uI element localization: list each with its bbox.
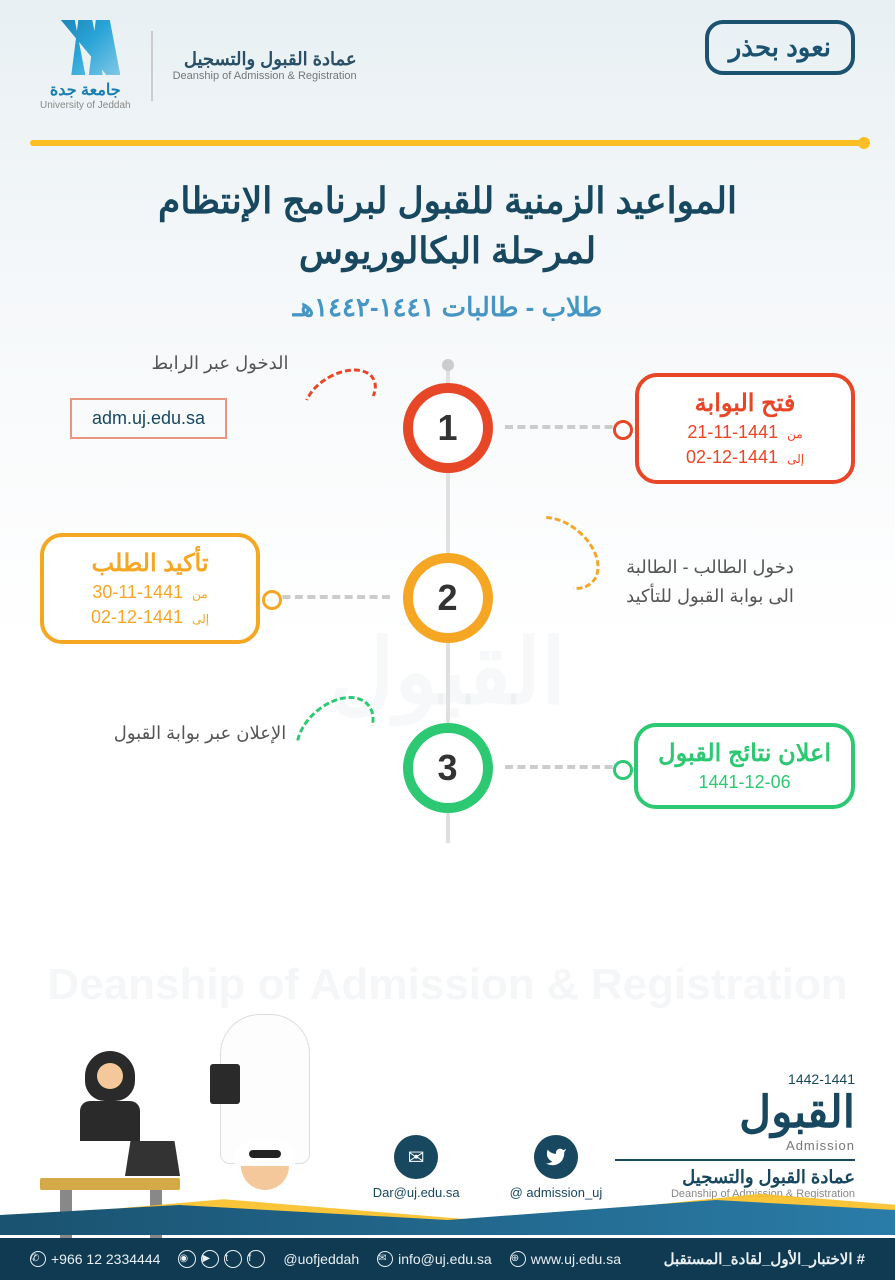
instagram-icon: ◉ [178,1250,196,1268]
footer-left: ✆ +966 12 2334444 ◉ ▶ t f @uofjeddah ✉ inf… [30,1250,621,1268]
caution-badge: نعود بحذر [705,20,855,75]
deanship-ar: عمادة القبول والتسجيل [173,49,357,70]
phone-icon: ✆ [30,1251,46,1267]
contact-icons: ✉ Dar@uj.edu.sa @ admission_uj [373,1135,603,1200]
box2-from: من 1441-11-30 [64,582,236,603]
connector-1 [505,425,625,429]
title-sub: طلاب - طالبات ١٤٤١-١٤٤٢هـ [40,292,855,323]
url-box[interactable]: adm.uj.edu.sa [70,398,227,439]
box2-title: تأكيد الطلب [64,549,236,578]
footer-email[interactable]: ✉ info@uj.edu.sa [377,1251,492,1267]
admission-year: 1442-1441 [615,1071,855,1087]
footer: ✆ +966 12 2334444 ◉ ▶ t f @uofjeddah ✉ inf… [0,1238,895,1280]
connector-3 [505,765,625,769]
box3-date: 1441-12-06 [658,772,831,793]
box1-to: إلى 1441-12-02 [659,447,831,468]
admission-en: Admission [615,1138,855,1153]
title-line2: لمرحلة البكالوريوس [40,226,855,276]
box2-to-lbl: إلى [192,612,209,626]
info-box-2: تأكيد الطلب من 1441-11-30 إلى 1441-12-02 [40,533,260,644]
step-3-circle: 3 [403,723,493,813]
info-box-1: فتح البوابة من 1441-11-21 إلى 1441-12-02 [635,373,855,484]
globe-icon: ⊕ [510,1251,526,1267]
admission-logo: 1442-1441 القبول Admission عمادة القبول … [615,1071,855,1200]
deanship-block: عمادة القبول والتسجيل Deanship of Admiss… [173,49,357,82]
deanship-en: Deanship of Admission & Registration [173,70,357,82]
bottom-row: 1442-1441 القبول Admission عمادة القبول … [0,1071,895,1200]
logo-ar: جامعة جدة [40,80,131,100]
admission-big: القبول [615,1087,855,1138]
box1-to-lbl: إلى [787,452,804,466]
side-text-2b: الى بوابة القبول للتأكيد [585,582,835,611]
banner-bar [30,140,865,146]
logo-en: University of Jeddah [40,100,131,111]
footer-phone-text: +966 12 2334444 [51,1251,160,1267]
facebook-icon: f [247,1250,265,1268]
footer-web-text: www.uj.edu.sa [531,1251,621,1267]
twitter-icon [534,1135,578,1179]
title-line1: المواعيد الزمنية للقبول لبرنامج الإنتظام [40,176,855,226]
box2-from-date: 1441-11-30 [92,582,183,602]
admission-divider [615,1159,855,1161]
university-logo: جامعة جدة University of Jeddah [40,20,131,111]
contact-email[interactable]: ✉ Dar@uj.edu.sa [373,1135,460,1200]
box2-to: إلى 1441-12-02 [64,607,236,628]
box1-title: فتح البوابة [659,389,831,418]
mail-icon: ✉ [377,1251,393,1267]
side-text-1: الدخول عبر الرابط [120,353,320,374]
contact-twitter-text: @ admission_uj [510,1185,603,1200]
footer-web[interactable]: ⊕ www.uj.edu.sa [510,1251,621,1267]
twitter-footer-icon: t [224,1250,242,1268]
header: نعود بحذر عمادة القبول والتسجيل Deanship… [0,0,895,140]
box1-from-lbl: من [787,427,803,441]
contact-email-text: Dar@uj.edu.sa [373,1185,460,1200]
email-icon: ✉ [394,1135,438,1179]
box2-from-lbl: من [192,587,208,601]
footer-social[interactable]: ◉ ▶ t f [178,1250,265,1268]
connector-2 [270,595,390,599]
side-text-2a: دخول الطالب - الطالبة [585,553,835,582]
footer-email-text: info@uj.edu.sa [398,1251,492,1267]
contact-twitter[interactable]: @ admission_uj [510,1135,603,1200]
timeline: 1 2 3 فتح البوابة من 1441-11-21 إلى 1441… [0,343,895,963]
side-text-2: دخول الطالب - الطالبة الى بوابة القبول ل… [585,553,835,611]
side-text-3: الإعلان عبر بوابة القبول [80,723,320,744]
box3-title: اعلان نتائج القبول [658,739,831,768]
header-divider [151,31,153,101]
box1-from-date: 1441-11-21 [687,422,778,442]
step-1-circle: 1 [403,383,493,473]
header-right: عمادة القبول والتسجيل Deanship of Admiss… [40,20,357,111]
step-2-circle: 2 [403,553,493,643]
footer-hashtag: # الاختبار_الأول_لقادة_المستقبل [664,1250,865,1268]
footer-handle[interactable]: @uofjeddah [283,1251,359,1267]
box1-from: من 1441-11-21 [659,422,831,443]
box1-to-date: 1441-12-02 [686,447,778,467]
title-block: المواعيد الزمنية للقبول لبرنامج الإنتظام… [0,146,895,343]
logo-icon [50,20,120,75]
info-box-3: اعلان نتائج القبول 1441-12-06 [634,723,855,809]
admission-ar2: عمادة القبول والتسجيل [615,1167,855,1188]
youtube-icon: ▶ [201,1250,219,1268]
box2-to-date: 1441-12-02 [91,607,183,627]
footer-phone[interactable]: ✆ +966 12 2334444 [30,1251,160,1267]
